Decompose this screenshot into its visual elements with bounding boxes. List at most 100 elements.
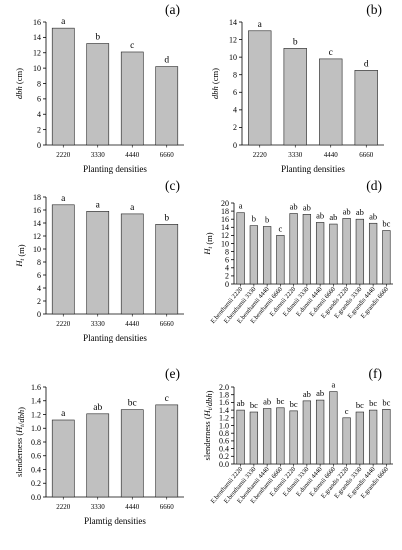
x-tick-label: 3330 xyxy=(91,503,106,511)
bar xyxy=(86,413,110,498)
y-tick-label: 18 xyxy=(221,207,229,216)
significance-letter: a xyxy=(61,194,66,204)
bar xyxy=(120,409,144,498)
y-tick-label: 4 xyxy=(37,110,41,119)
y-tick-label: 8 xyxy=(37,79,41,88)
y-tick-label: 10 xyxy=(33,245,41,254)
panel-label: (b) xyxy=(366,2,382,17)
x-tick-label: 2220 xyxy=(56,151,71,159)
significance-letter: a xyxy=(61,409,66,419)
x-tick-label: 2220 xyxy=(56,503,71,511)
x-tick-label: 6660 xyxy=(160,503,175,511)
y-tick-label: 0.4 xyxy=(219,444,229,453)
bar xyxy=(319,58,343,146)
significance-letter: bc xyxy=(382,219,390,229)
y-tick-label: 0.2 xyxy=(219,452,229,461)
bar xyxy=(368,409,378,465)
x-tick-label: 4440 xyxy=(324,151,339,159)
y-tick-label: 6 xyxy=(37,271,41,280)
y-tick-label: 0.8 xyxy=(219,429,229,438)
significance-letter: bc xyxy=(128,399,137,409)
y-tick-label: 16 xyxy=(33,206,41,215)
y-axis-title: slenderness (Ht/dbh) xyxy=(202,390,214,460)
y-tick-label: 1.8 xyxy=(219,391,229,400)
significance-letter: ab xyxy=(369,211,377,221)
y-tick-label: 8 xyxy=(225,247,229,256)
y-tick-label: 14 xyxy=(221,223,229,232)
significance-letter: ab xyxy=(237,398,245,408)
y-axis-title: slenderness (Ht/dbh) xyxy=(14,407,26,477)
y-tick-label: 12 xyxy=(33,232,41,241)
y-axis-title: Ht (m) xyxy=(14,244,26,267)
significance-letter: bc xyxy=(276,396,284,406)
bar xyxy=(354,70,378,146)
y-tick-label: 10 xyxy=(33,64,41,73)
significance-letter: b xyxy=(252,214,256,224)
significance-letter: d xyxy=(364,59,369,69)
significance-letter: b xyxy=(265,214,269,224)
significance-letter: ab xyxy=(290,202,298,212)
significance-letter: c xyxy=(278,223,282,233)
panel-f: 0.00.20.40.60.81.01.21.41.61.82.0abE.ben… xyxy=(202,366,393,505)
bar xyxy=(120,51,144,146)
x-axis-title: Plamtig densities xyxy=(84,516,146,526)
significance-letter: a xyxy=(130,203,135,213)
significance-letter: a xyxy=(239,201,243,211)
panel-a: 0 2 4 6 8 10 12 14 16 a 2220 b 3330 c 4440 d 6660 Plantin… xyxy=(14,2,184,174)
y-tick-label: 12 xyxy=(229,35,237,44)
significance-letter: a xyxy=(61,17,66,27)
significance-letter: ab xyxy=(343,206,351,216)
bar xyxy=(51,27,75,146)
y-tick-label: 1.2 xyxy=(31,410,41,419)
significance-letter: bc xyxy=(382,397,390,407)
significance-letter: ab xyxy=(303,202,311,212)
y-tick-label: 2 xyxy=(37,297,41,306)
significance-letter: c xyxy=(329,48,333,58)
x-tick-label: 2220 xyxy=(56,320,71,328)
bar xyxy=(236,212,245,285)
y-tick-label: 2 xyxy=(37,125,41,134)
bar xyxy=(262,408,272,465)
bar xyxy=(315,222,325,285)
significance-letter: bc xyxy=(250,400,258,410)
y-tick-label: 8 xyxy=(233,71,237,80)
y-tick-label: 20 xyxy=(221,199,229,208)
x-tick-label: 6660 xyxy=(160,151,175,159)
bar xyxy=(355,218,365,285)
panel-label: (c) xyxy=(165,178,180,193)
x-tick-label: 4440 xyxy=(125,320,140,328)
x-tick-label: 6660 xyxy=(359,151,374,159)
x-tick-label: 3330 xyxy=(91,320,106,328)
bar xyxy=(86,43,110,146)
y-tick-label: 6 xyxy=(233,88,237,97)
bar xyxy=(382,230,391,285)
significance-letter: d xyxy=(164,56,169,66)
y-tick-label: 0.2 xyxy=(31,479,41,488)
bar xyxy=(276,407,285,465)
significance-letter: ab xyxy=(356,207,364,217)
bar xyxy=(155,404,179,498)
significance-letter: a xyxy=(96,200,101,210)
significance-letter: a xyxy=(258,20,263,30)
bar xyxy=(302,214,312,285)
y-tick-label: 1.0 xyxy=(219,421,229,430)
y-tick-label: 4 xyxy=(225,264,229,273)
bar xyxy=(86,211,110,315)
y-tick-label: 2 xyxy=(233,123,237,132)
y-tick-label: 2.0 xyxy=(219,383,229,392)
y-tick-label: 4 xyxy=(37,284,41,293)
y-tick-label: 18 xyxy=(33,193,41,202)
significance-letter: ab xyxy=(93,403,102,413)
significance-letter: b xyxy=(95,33,100,43)
significance-letter: bc xyxy=(369,398,377,408)
y-tick-label: 14 xyxy=(33,219,41,228)
x-axis-title: Planting densities xyxy=(281,164,345,174)
bar xyxy=(289,213,298,285)
significance-letter: c xyxy=(130,41,134,51)
y-tick-label: 6 xyxy=(37,95,41,104)
bar xyxy=(51,204,75,315)
y-tick-label: 2 xyxy=(225,272,229,281)
bar xyxy=(315,399,325,465)
y-tick-label: 0 xyxy=(37,141,41,150)
